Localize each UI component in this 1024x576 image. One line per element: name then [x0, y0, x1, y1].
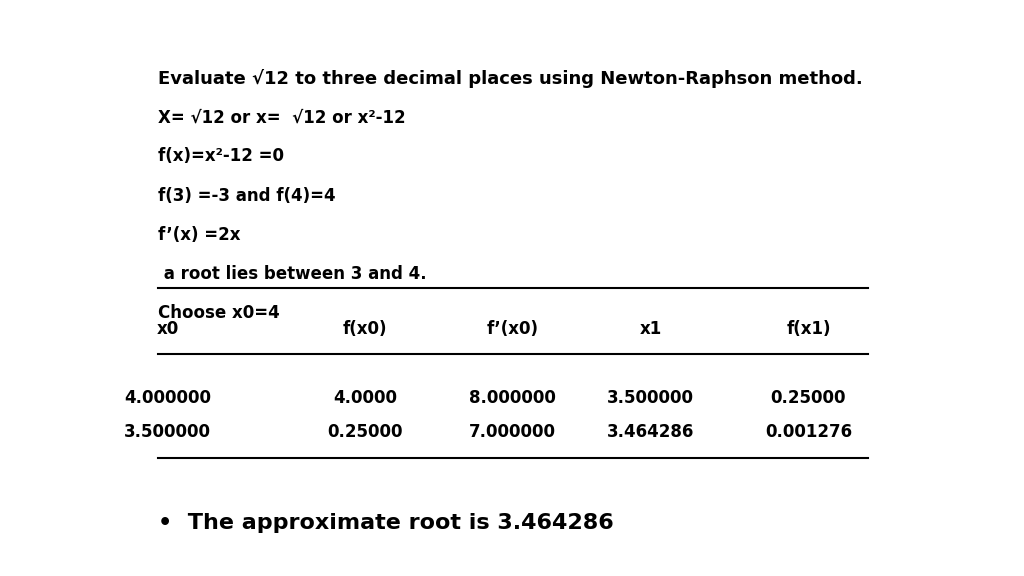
Text: a root lies between 3 and 4.: a root lies between 3 and 4. [158, 265, 426, 283]
Text: X= √12 or x=  √12 or x²-12: X= √12 or x= √12 or x²-12 [158, 108, 406, 126]
Text: 3.464286: 3.464286 [607, 423, 694, 441]
Text: f(x0): f(x0) [342, 320, 387, 338]
Text: 4.0000: 4.0000 [333, 389, 396, 407]
Text: 3.500000: 3.500000 [607, 389, 694, 407]
Text: 3.500000: 3.500000 [124, 423, 211, 441]
Text: 0.25000: 0.25000 [771, 389, 846, 407]
Text: x0: x0 [157, 320, 179, 338]
Text: f’(x0): f’(x0) [486, 320, 539, 338]
Text: Choose x0=4: Choose x0=4 [158, 304, 280, 322]
Text: 7.000000: 7.000000 [469, 423, 556, 441]
Text: 4.000000: 4.000000 [124, 389, 211, 407]
Text: 8.000000: 8.000000 [469, 389, 556, 407]
Text: f’(x) =2x: f’(x) =2x [158, 226, 241, 244]
Text: x1: x1 [640, 320, 662, 338]
Text: •  The approximate root is 3.464286: • The approximate root is 3.464286 [158, 513, 613, 533]
Text: 0.001276: 0.001276 [765, 423, 852, 441]
Text: 0.25000: 0.25000 [327, 423, 402, 441]
Text: Evaluate √12 to three decimal places using Newton-Raphson method.: Evaluate √12 to three decimal places usi… [158, 69, 862, 88]
Text: f(x)=x²-12 =0: f(x)=x²-12 =0 [158, 147, 284, 165]
Text: f(3) =-3 and f(4)=4: f(3) =-3 and f(4)=4 [158, 187, 336, 204]
Text: f(x1): f(x1) [786, 320, 830, 338]
